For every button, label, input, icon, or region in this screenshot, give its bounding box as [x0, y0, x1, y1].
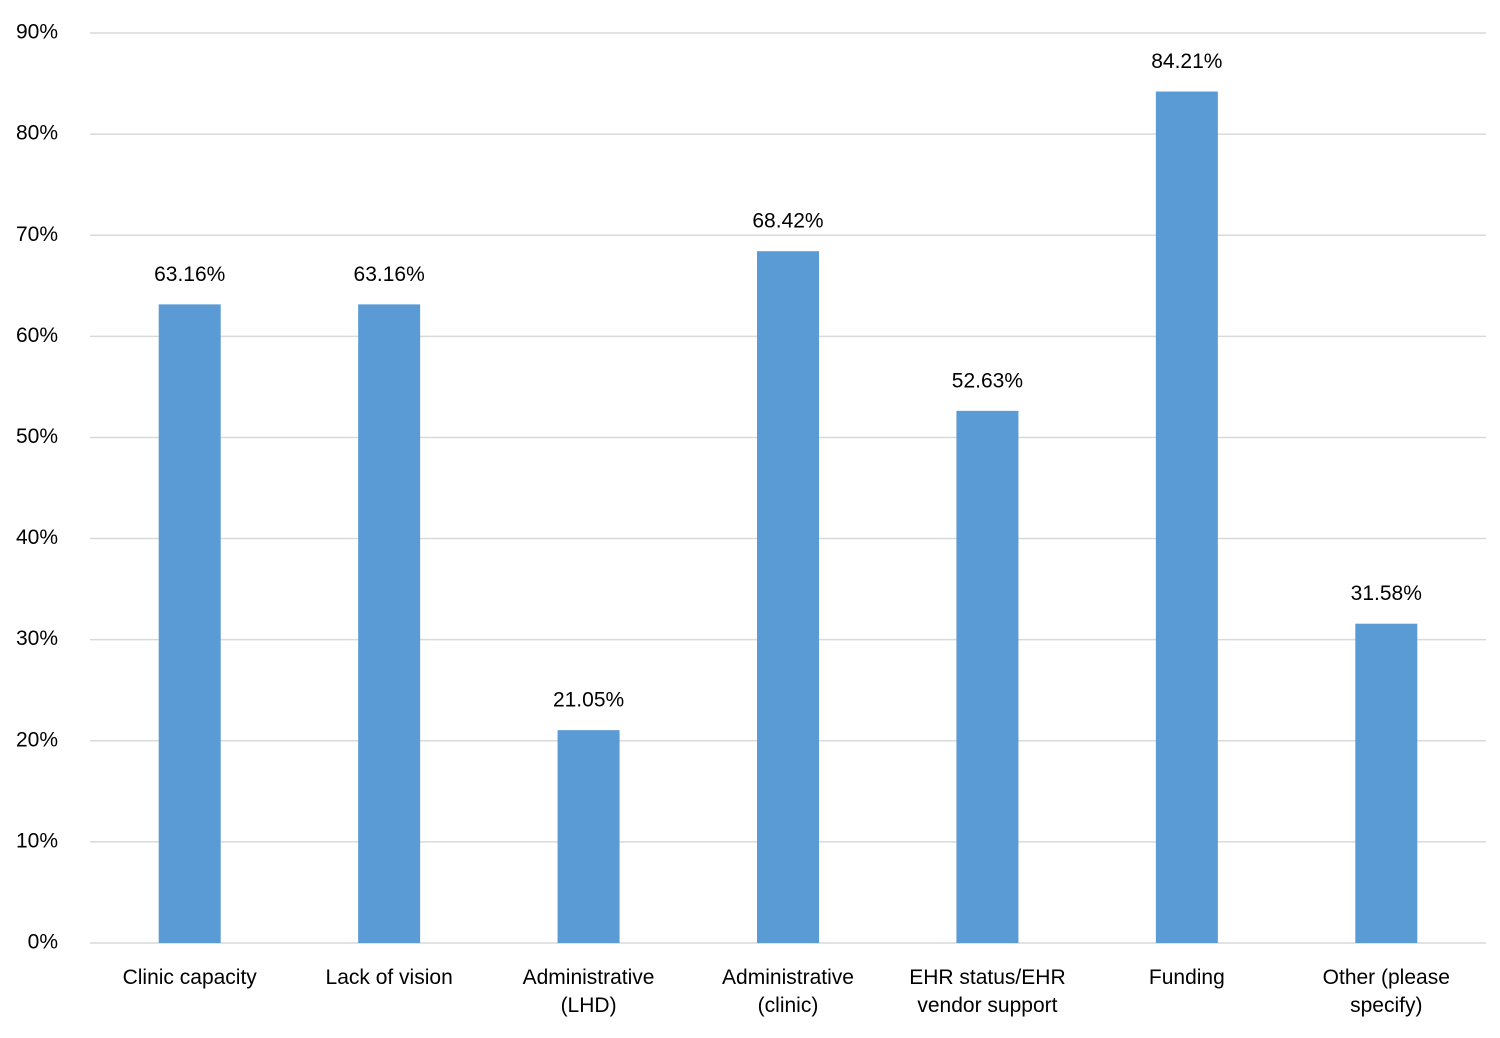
y-tick-label: 40%: [16, 526, 58, 549]
y-tick-label: 20%: [16, 728, 58, 751]
data-label: 31.58%: [1351, 582, 1422, 605]
bar: [158, 304, 221, 944]
data-label: 84.21%: [1151, 50, 1222, 73]
bar: [956, 410, 1019, 943]
y-tick-label: 60%: [16, 324, 58, 347]
data-label: 63.16%: [154, 263, 225, 286]
x-tick-label: EHR status/EHR vendor support: [909, 966, 1066, 1017]
y-tick-label: 70%: [16, 223, 58, 246]
x-tick-label: Administrative (clinic): [722, 966, 854, 1017]
y-tick-label: 10%: [16, 829, 58, 852]
y-tick-label: 0%: [28, 931, 58, 954]
x-tick-label: Lack of vision: [325, 966, 453, 989]
y-tick-label: 80%: [16, 122, 58, 145]
x-tick-label: Other (please specify): [1322, 966, 1450, 1017]
x-tick-label: Clinic capacity: [122, 966, 257, 989]
bar: [557, 730, 620, 943]
y-tick-label: 30%: [16, 627, 58, 650]
bar: [1355, 623, 1418, 943]
bar: [757, 251, 819, 944]
bar: [1155, 91, 1218, 943]
data-label: 63.16%: [354, 263, 425, 286]
y-tick-label: 50%: [16, 425, 58, 448]
x-tick-label: Administrative (LHD): [522, 966, 655, 1017]
x-tick-label: Funding: [1148, 966, 1225, 989]
y-tick-label: 90%: [16, 21, 58, 44]
data-label: 21.05%: [553, 689, 624, 712]
data-label: 68.42%: [752, 210, 823, 233]
bar: [358, 304, 421, 944]
data-label: 52.63%: [952, 369, 1023, 392]
